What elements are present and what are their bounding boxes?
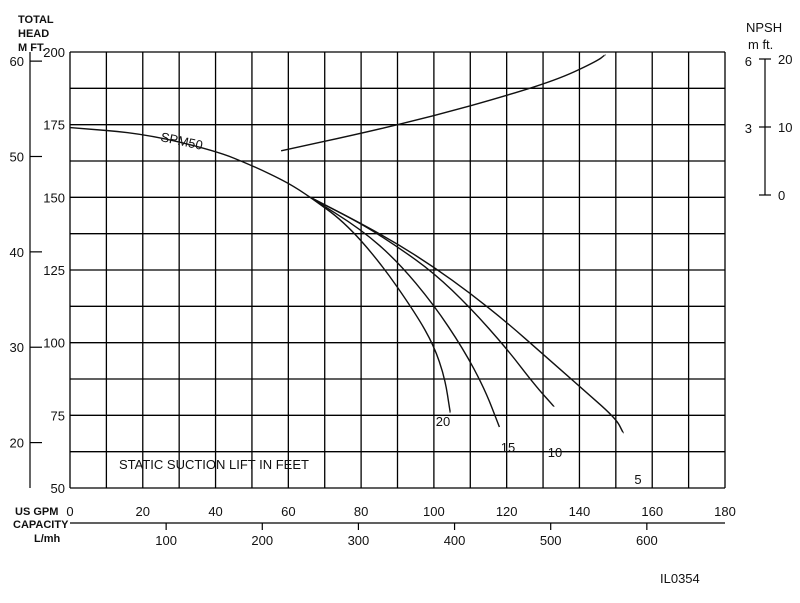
x-lmh-tick-label: 400: [444, 533, 466, 548]
x-lmh-tick-label: 200: [251, 533, 273, 548]
npsh-units: m ft.: [748, 37, 773, 52]
y-ft-tick-label: 75: [51, 408, 65, 423]
series-label-spm50: SPM50: [159, 129, 204, 153]
curves: [69, 54, 624, 434]
y-axis-label-line1: TOTAL: [18, 14, 54, 26]
x-gpm-tick-label: 140: [569, 504, 591, 519]
npsh-title: NPSH: [746, 20, 782, 35]
y-ft-tick-label: 125: [43, 263, 65, 278]
y-m-tick-label: 30: [10, 340, 24, 355]
npsh-m-tick-label: 3: [745, 121, 752, 136]
y-axis-label-line2: HEAD: [18, 28, 49, 40]
x-lmh-tick-label: 300: [348, 533, 370, 548]
curve-5: [309, 196, 624, 434]
y-ft-tick-label: 200: [43, 45, 65, 60]
npsh-m-tick-label: 6: [745, 54, 752, 69]
x-gpm-tick-label: 20: [136, 504, 150, 519]
npsh-ft-tick-label: 20: [778, 52, 792, 67]
x-gpm-tick-label: 120: [496, 504, 518, 519]
series-label-5: 5: [634, 472, 641, 487]
x-lmh-tick-label: 500: [540, 533, 562, 548]
npsh-ft-tick-label: 0: [778, 188, 785, 203]
grid: [69, 51, 726, 489]
x-axis-label-line1: US GPM: [15, 506, 58, 518]
y-ft-tick-label: 100: [43, 336, 65, 351]
axes: [29, 52, 771, 530]
curve-15: [309, 196, 501, 428]
x-gpm-tick-label: 40: [208, 504, 222, 519]
x-lmh-tick-label: 600: [636, 533, 658, 548]
y-m-tick-label: 50: [10, 149, 24, 164]
x-gpm-tick-label: 100: [423, 504, 445, 519]
x-gpm-tick-label: 160: [641, 504, 663, 519]
figure-id: IL0354: [660, 571, 700, 586]
static-suction-annotation: STATIC SUCTION LIFT IN FEET: [119, 457, 309, 472]
x-axis-label-line2: CAPACITY: [13, 519, 69, 531]
curve-npsh: [280, 54, 606, 152]
x-gpm-tick-label: 60: [281, 504, 295, 519]
y-ft-tick-label: 150: [43, 190, 65, 205]
x2-axis-label: L/mh: [34, 533, 61, 545]
curve-20: [309, 196, 451, 414]
x-gpm-tick-label: 0: [66, 504, 73, 519]
curve-spm50: [69, 126, 311, 199]
y-m-tick-label: 40: [10, 245, 24, 260]
y-ft-tick-label: 175: [43, 118, 65, 133]
x-lmh-tick-label: 100: [155, 533, 177, 548]
x-gpm-tick-label: 180: [714, 504, 736, 519]
x-gpm-tick-label: 80: [354, 504, 368, 519]
labels: TOTAL HEAD M FT. NPSH m ft. US GPM CAPAC…: [10, 14, 793, 586]
y-ft-tick-label: 50: [51, 481, 65, 496]
y-m-tick-label: 20: [10, 436, 24, 451]
series-label-10: 10: [548, 445, 562, 460]
y-m-tick-label: 60: [10, 54, 24, 69]
y-axis-units: M FT.: [18, 42, 46, 54]
series-label-15: 15: [501, 440, 515, 455]
series-label-20: 20: [436, 414, 450, 429]
curve-10: [309, 196, 555, 408]
npsh-ft-tick-label: 10: [778, 120, 792, 135]
